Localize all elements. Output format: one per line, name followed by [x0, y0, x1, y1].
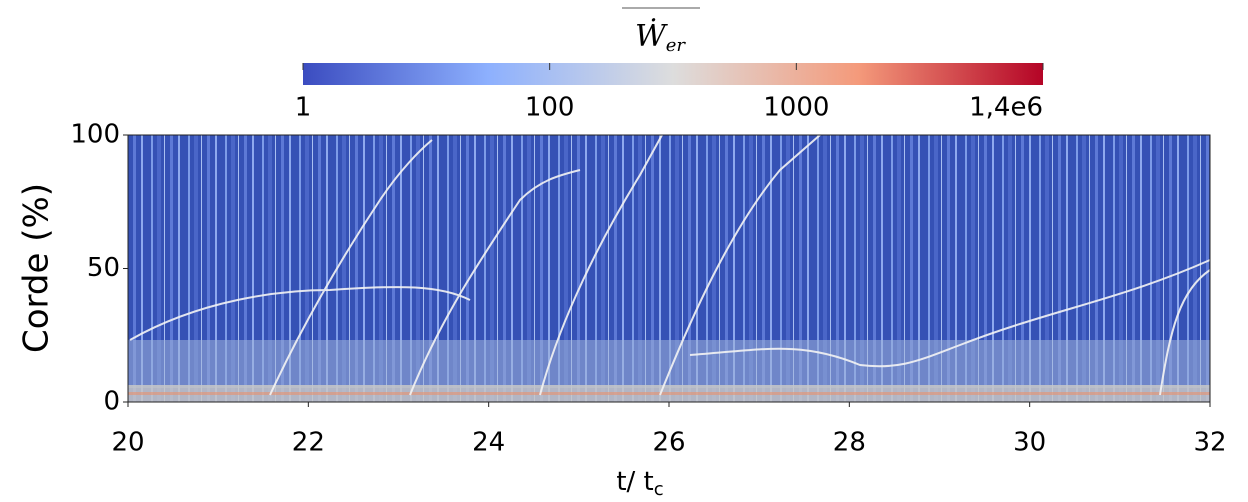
x-tick-label: 26 — [652, 428, 685, 458]
colorbar-label: 100 — [525, 93, 575, 123]
x-axis-label: t/ tc — [616, 467, 663, 501]
field — [128, 134, 1211, 402]
colorbar-label: 1,4e6 — [969, 93, 1043, 123]
x-tick-label: 32 — [1193, 428, 1226, 458]
x-tick-label: 30 — [1013, 428, 1046, 458]
colorbar — [303, 63, 1043, 85]
x-tick-label: 24 — [472, 428, 505, 458]
y-tick-label: 0 — [103, 387, 120, 417]
y-tick-label: 100 — [70, 120, 120, 150]
svg-text:Ẇer: Ẇer — [635, 18, 686, 56]
x-axis-label-sub: c — [654, 479, 664, 500]
x-axis-label-main: t/ t — [616, 467, 653, 497]
colorbar-subscript: er — [666, 35, 687, 56]
colorbar-label: 1000 — [763, 93, 829, 123]
x-tick-label: 22 — [292, 428, 325, 458]
x-tick-label: 28 — [833, 428, 866, 458]
colorbar-title: Ẇer — [622, 7, 700, 56]
y-tick-label: 50 — [87, 253, 120, 283]
x-tick-label: 20 — [111, 428, 144, 458]
colorbar-label: 1 — [295, 93, 312, 123]
colorbar-symbol: Ẇ — [635, 18, 668, 54]
y-axis-label: Corde (%) — [17, 183, 57, 353]
